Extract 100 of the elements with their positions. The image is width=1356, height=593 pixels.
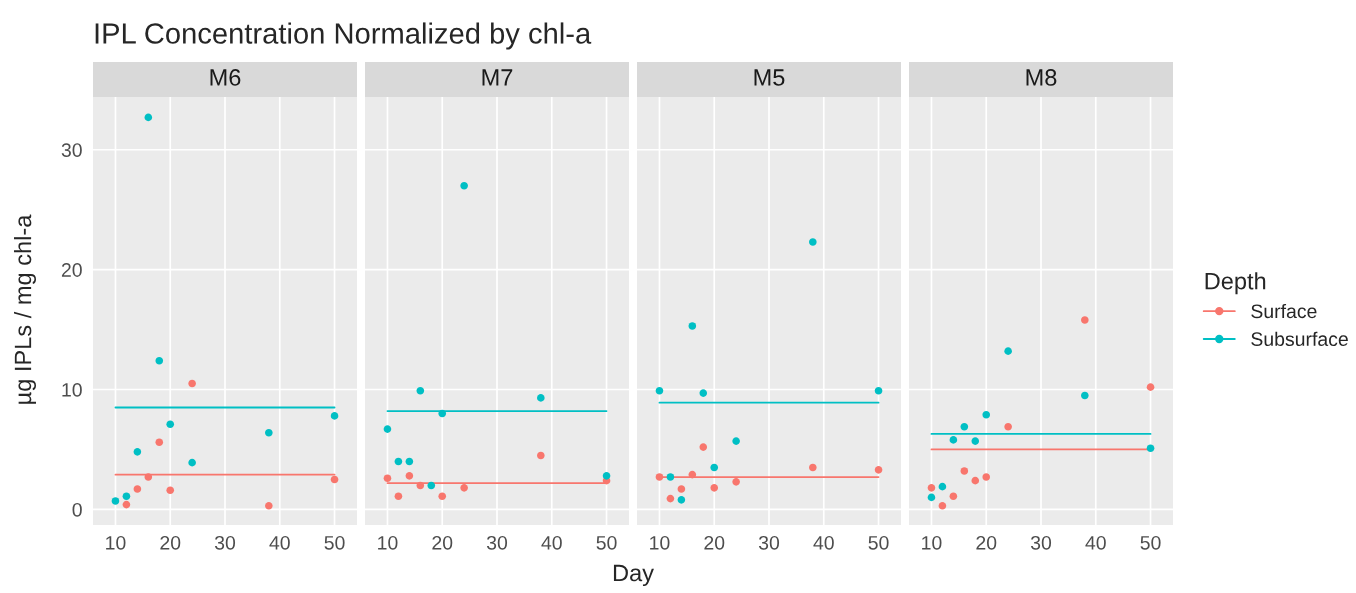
point — [265, 428, 273, 437]
point — [460, 181, 468, 190]
x-tick-label: 50 — [596, 535, 617, 550]
x-tick-label: 10 — [650, 535, 670, 550]
point — [982, 410, 991, 419]
point — [383, 425, 392, 433]
point — [166, 420, 175, 429]
point — [460, 484, 468, 492]
y-tick-label: 20 — [61, 263, 82, 277]
x-axis-title: Day — [613, 564, 654, 587]
point — [122, 500, 131, 509]
point — [144, 113, 153, 122]
x-tick-label: 10 — [922, 535, 942, 550]
point — [677, 496, 686, 504]
point — [960, 422, 969, 431]
point — [938, 482, 947, 491]
point — [938, 502, 947, 510]
point — [732, 478, 740, 486]
point — [666, 494, 675, 503]
point — [330, 412, 339, 420]
point — [330, 475, 339, 484]
point — [111, 497, 120, 505]
point — [809, 463, 817, 472]
point — [265, 502, 273, 510]
x-tick-label: 30 — [486, 535, 508, 550]
point — [188, 379, 196, 388]
point — [1004, 347, 1012, 355]
legend-label: Surface — [1251, 303, 1317, 319]
point — [394, 492, 403, 501]
point — [416, 481, 425, 490]
x-tick-label: 30 — [758, 535, 780, 550]
x-tick-label: 30 — [214, 535, 236, 550]
point — [438, 409, 447, 418]
x-tick-label: 20 — [160, 535, 181, 550]
point — [1081, 391, 1089, 400]
point — [537, 394, 545, 402]
y-tick-label: 30 — [61, 143, 82, 157]
point — [394, 457, 403, 466]
point — [732, 437, 740, 445]
legend-label: Subsurface — [1251, 331, 1348, 347]
x-tick-label: 50 — [868, 535, 889, 550]
x-tick-label: 10 — [106, 535, 126, 550]
x-tick-label: 40 — [813, 535, 834, 550]
point — [537, 451, 545, 460]
x-tick-label: 40 — [541, 535, 562, 550]
point — [1146, 383, 1155, 391]
x-tick-label: 50 — [1140, 535, 1161, 550]
point — [960, 467, 969, 475]
point — [188, 458, 196, 467]
point — [1146, 444, 1155, 453]
point — [133, 485, 142, 493]
point — [427, 481, 436, 490]
point — [405, 457, 414, 466]
point — [710, 463, 719, 472]
y-tick-label: 10 — [62, 382, 82, 397]
x-tick-label: 40 — [1085, 535, 1106, 550]
point — [927, 484, 936, 492]
point — [655, 473, 664, 481]
point — [688, 322, 697, 330]
point — [133, 448, 142, 456]
point — [655, 386, 664, 395]
chart-title: M7 — [482, 69, 513, 86]
point — [144, 473, 153, 481]
point — [405, 472, 414, 480]
x-tick-label: 50 — [324, 535, 345, 550]
point — [874, 386, 883, 395]
point — [971, 476, 980, 485]
point — [949, 492, 958, 501]
chart-title: M6 — [210, 69, 241, 86]
point — [1004, 422, 1012, 431]
text: IPL Concentration Normalized by chl-a — [95, 22, 592, 50]
chart-title: M8 — [1026, 69, 1057, 86]
point — [699, 389, 708, 397]
point — [416, 386, 425, 395]
x-tick-label: 20 — [432, 535, 453, 550]
point — [710, 484, 719, 492]
point — [699, 443, 708, 451]
point — [602, 472, 611, 480]
point — [155, 438, 164, 447]
point — [688, 470, 697, 479]
point — [383, 474, 392, 483]
x-tick-label: 30 — [1030, 535, 1052, 550]
point — [122, 492, 131, 501]
point — [666, 473, 675, 481]
point — [438, 492, 447, 501]
x-tick-label: 20 — [976, 535, 997, 550]
point — [971, 437, 980, 445]
point — [982, 473, 991, 481]
point — [1081, 316, 1089, 324]
x-tick-label: 10 — [378, 535, 398, 550]
point — [874, 466, 883, 474]
y-axis-title: µg IPLs / mg chl-a — [14, 214, 36, 404]
point — [949, 436, 958, 444]
x-tick-label: 20 — [704, 535, 725, 550]
point — [809, 238, 817, 246]
x-tick-label: 40 — [269, 535, 290, 550]
point — [166, 486, 175, 495]
point — [927, 493, 936, 502]
point — [677, 485, 686, 493]
chart-title: M5 — [754, 69, 785, 86]
